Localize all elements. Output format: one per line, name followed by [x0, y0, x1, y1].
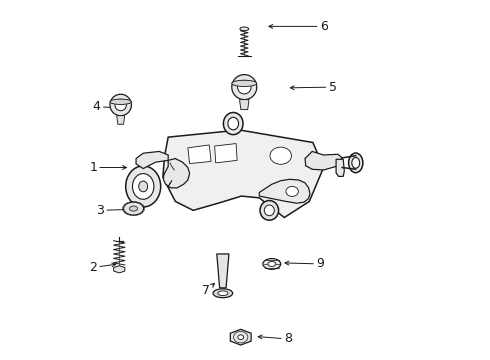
Text: 2: 2 — [89, 261, 116, 274]
Ellipse shape — [352, 157, 360, 168]
Ellipse shape — [270, 147, 292, 164]
Ellipse shape — [115, 99, 126, 111]
Polygon shape — [336, 159, 344, 176]
Text: 4: 4 — [93, 100, 121, 113]
Polygon shape — [117, 116, 124, 124]
Text: 6: 6 — [269, 20, 327, 33]
Ellipse shape — [264, 205, 274, 216]
Ellipse shape — [238, 80, 251, 94]
Ellipse shape — [110, 99, 131, 104]
Ellipse shape — [286, 186, 298, 197]
Polygon shape — [163, 130, 323, 217]
Ellipse shape — [213, 289, 233, 298]
Polygon shape — [230, 329, 251, 345]
Ellipse shape — [223, 112, 243, 135]
Ellipse shape — [139, 181, 147, 192]
Polygon shape — [305, 152, 342, 170]
Ellipse shape — [132, 174, 154, 199]
Text: 9: 9 — [285, 257, 324, 270]
Text: 8: 8 — [258, 333, 292, 346]
Polygon shape — [259, 179, 310, 203]
Ellipse shape — [263, 258, 281, 269]
Polygon shape — [215, 144, 237, 163]
Ellipse shape — [232, 80, 257, 86]
Ellipse shape — [240, 27, 248, 31]
Polygon shape — [217, 254, 229, 288]
Text: 7: 7 — [202, 283, 215, 297]
Ellipse shape — [218, 291, 228, 296]
Ellipse shape — [268, 261, 276, 266]
Ellipse shape — [110, 94, 131, 116]
Polygon shape — [114, 266, 125, 273]
Ellipse shape — [260, 201, 279, 220]
Ellipse shape — [238, 335, 244, 339]
Ellipse shape — [232, 75, 257, 100]
Ellipse shape — [126, 166, 161, 207]
Ellipse shape — [228, 117, 239, 130]
Ellipse shape — [123, 202, 144, 215]
Ellipse shape — [129, 206, 138, 211]
Polygon shape — [188, 145, 211, 163]
Text: 5: 5 — [291, 81, 337, 94]
Polygon shape — [164, 158, 190, 188]
Ellipse shape — [348, 153, 363, 173]
Text: 3: 3 — [97, 204, 130, 217]
Text: 1: 1 — [89, 161, 126, 174]
Polygon shape — [136, 152, 168, 168]
Polygon shape — [240, 100, 249, 110]
